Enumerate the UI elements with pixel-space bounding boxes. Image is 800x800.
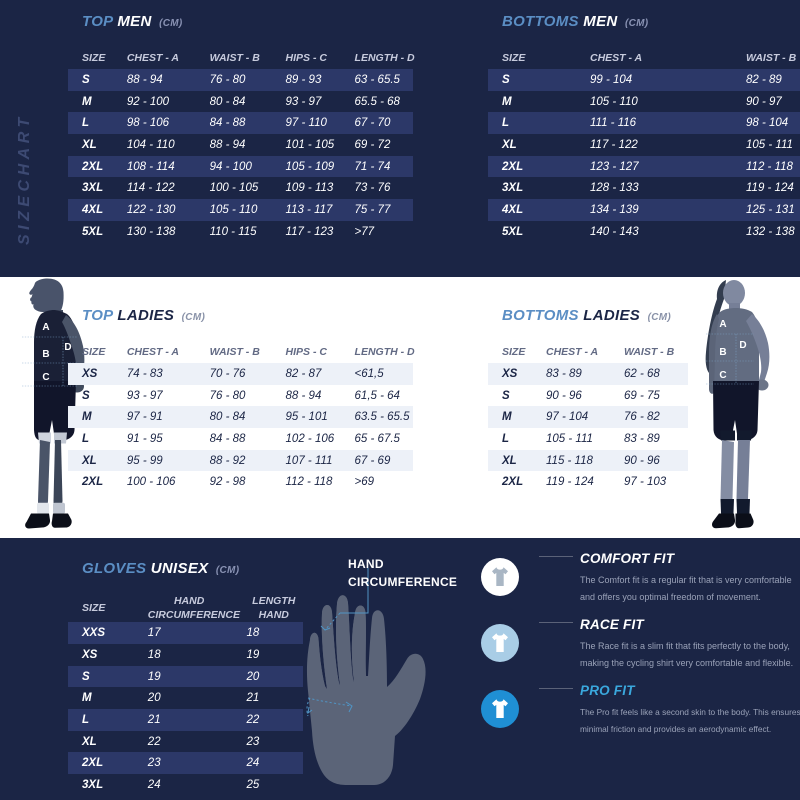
svg-text:B: B [719, 347, 726, 358]
svg-text:C: C [719, 370, 726, 381]
svg-text:D: D [739, 340, 746, 351]
svg-text:C: C [42, 372, 49, 383]
svg-text:B: B [42, 349, 49, 360]
svg-text:A: A [42, 322, 49, 333]
svg-text:A: A [719, 319, 726, 330]
